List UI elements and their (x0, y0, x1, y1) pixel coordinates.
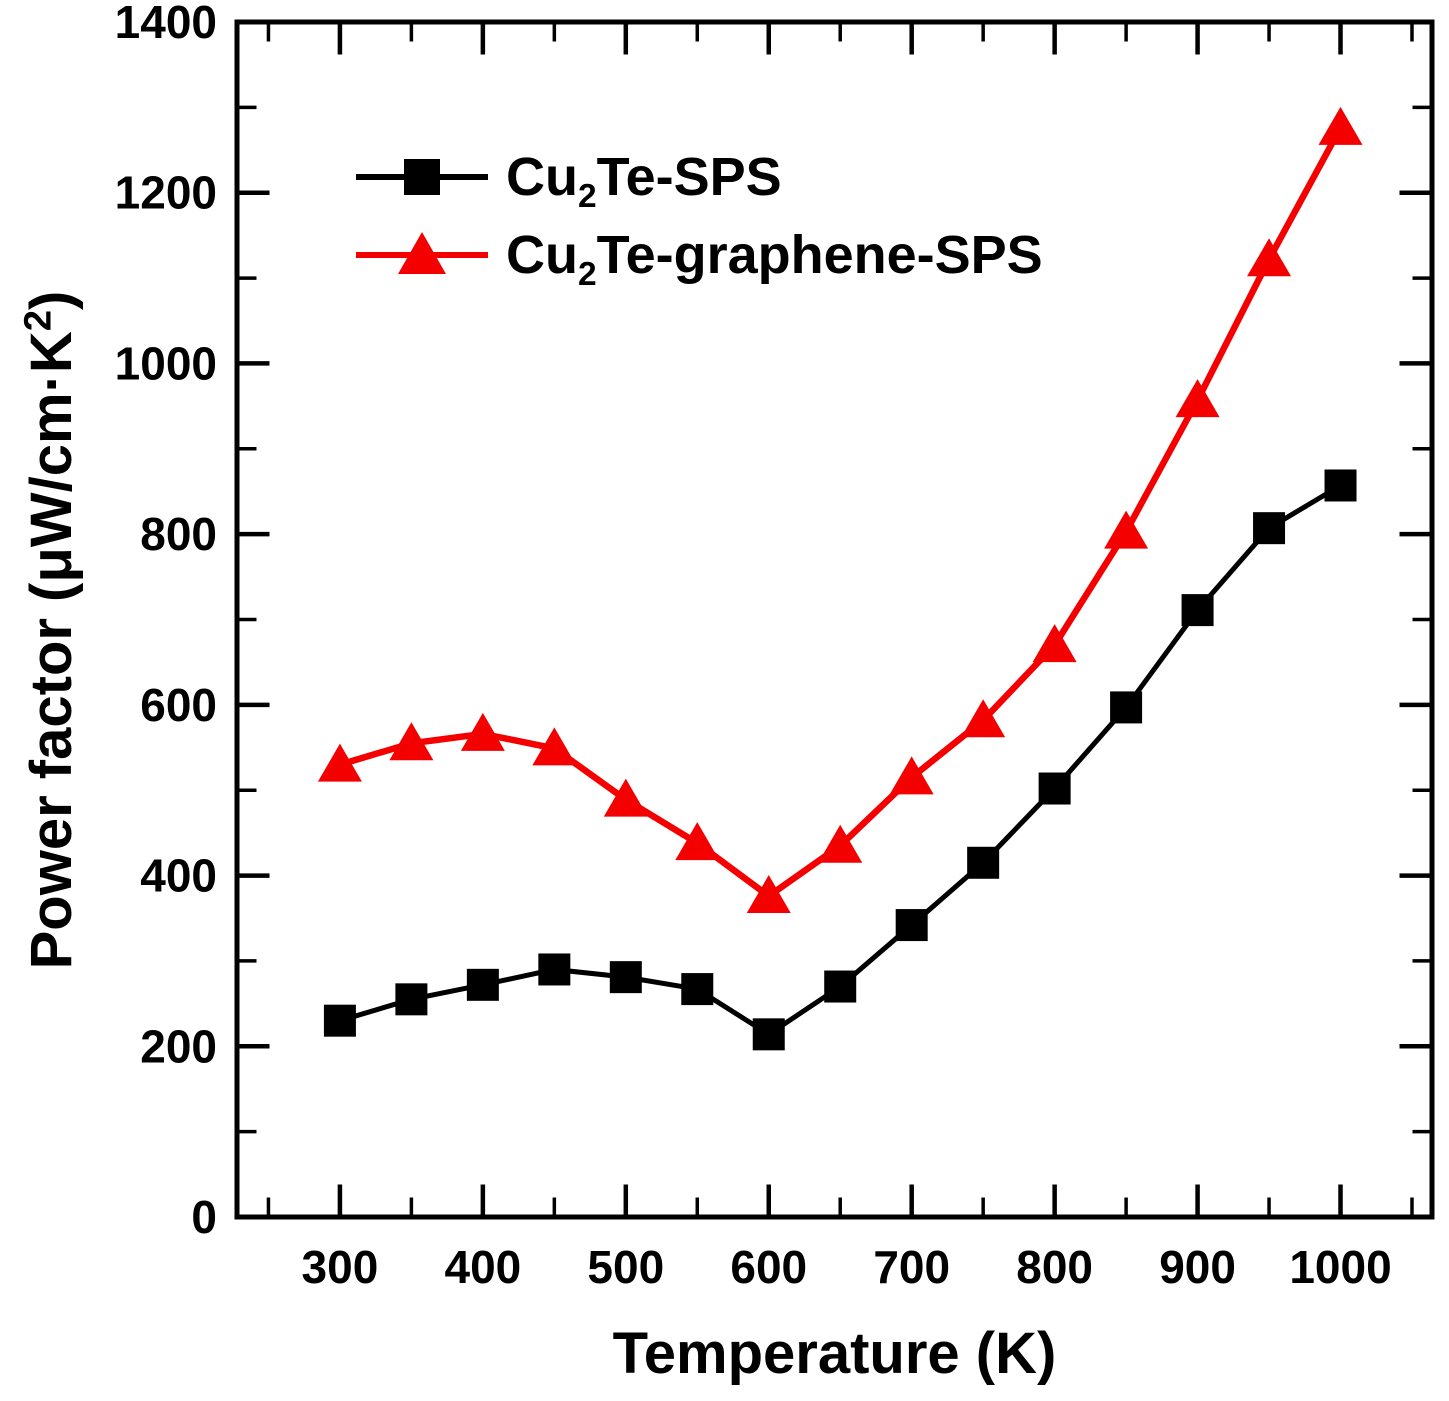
data-point-square (323, 1004, 356, 1037)
y-tick-label: 800 (140, 508, 217, 560)
data-point-triangle (1104, 510, 1149, 549)
y-tick-label: 1000 (115, 337, 217, 389)
data-point-square (395, 983, 428, 1016)
y-axis-title: Power factor (μW/cm·K2) (16, 290, 84, 970)
y-tick-label: 200 (140, 1020, 217, 1072)
data-point-triangle (746, 875, 791, 914)
data-point-triangle (889, 756, 934, 795)
data-point-triangle (460, 712, 505, 751)
data-point-square (1181, 594, 1214, 627)
x-tick-label: 700 (873, 1241, 950, 1293)
legend-triangle-marker-icon (356, 232, 488, 274)
x-tick-label: 500 (587, 1241, 664, 1293)
x-tick-label: 1000 (1289, 1241, 1391, 1293)
data-point-square (824, 970, 857, 1003)
plot-frame (234, 19, 1435, 1220)
x-tick-label: 900 (1159, 1241, 1236, 1293)
x-axis-title: Temperature (K) (612, 1321, 1057, 1386)
data-point-triangle (675, 822, 720, 861)
data-point-triangle (603, 778, 648, 817)
data-point-triangle (317, 743, 362, 782)
data-point-square (466, 968, 499, 1001)
y-tick-label: 400 (140, 850, 217, 902)
data-point-triangle (1318, 106, 1363, 145)
data-point-triangle (818, 824, 863, 863)
y-tick-label: 1200 (115, 167, 217, 219)
legend-item-cu2te-sps: Cu2Te-SPS (352, 140, 1043, 214)
x-tick-label: 300 (302, 1241, 379, 1293)
x-tick-label: 600 (730, 1241, 807, 1293)
legend-square-marker-icon (356, 159, 488, 195)
legend-label: Cu2Te-SPS (506, 147, 782, 215)
data-point-square (967, 846, 1000, 879)
data-point-triangle (532, 727, 577, 766)
data-point-triangle (1032, 624, 1077, 663)
y-tick-label: 0 (191, 1191, 217, 1243)
x-tick-label: 800 (1016, 1241, 1093, 1293)
x-tick-label: 400 (444, 1241, 521, 1293)
data-point-square (1324, 469, 1357, 502)
legend: Cu2Te-SPS Cu2Te-graphene-SPS (352, 140, 1043, 292)
data-point-square (752, 1018, 785, 1051)
data-point-square (681, 973, 714, 1006)
data-point-square (609, 961, 642, 994)
data-point-square (1038, 772, 1071, 805)
data-point-square (1253, 512, 1286, 545)
data-point-triangle (1175, 379, 1220, 418)
legend-item-cu2te-graphene-sps: Cu2Te-graphene-SPS (352, 218, 1043, 292)
data-point-square (1110, 691, 1143, 724)
data-point-square (538, 953, 571, 986)
legend-label: Cu2Te-graphene-SPS (506, 225, 1043, 293)
series-line-0 (339, 483, 1342, 1038)
data-point-square (895, 909, 928, 942)
data-point-triangle (961, 699, 1006, 738)
data-point-triangle (1247, 238, 1292, 277)
y-tick-label: 600 (140, 679, 217, 731)
data-point-triangle (389, 722, 434, 761)
y-tick-label: 1400 (115, 0, 217, 48)
